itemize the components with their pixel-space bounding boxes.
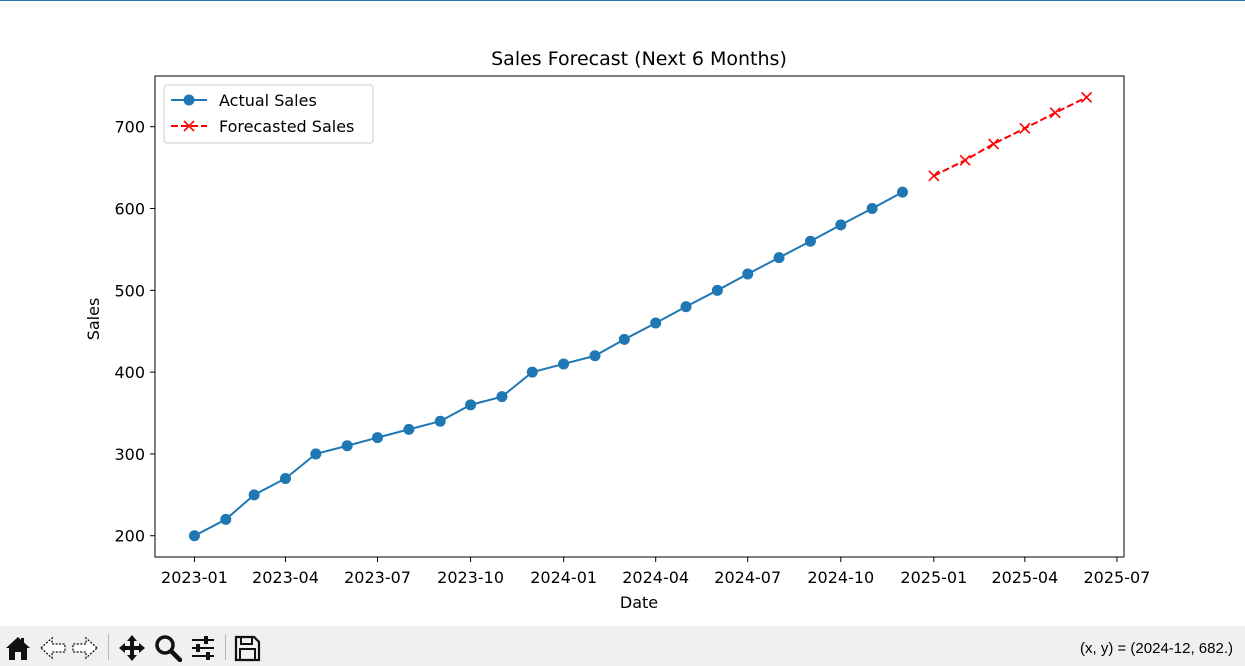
sliders-icon <box>192 636 214 660</box>
x-tick-label: 2023-04 <box>252 568 319 587</box>
x-axis-label: Date <box>620 593 658 612</box>
legend-actual-marker <box>183 94 195 106</box>
y-tick-label: 400 <box>114 363 145 382</box>
toolbar-separator <box>108 634 109 660</box>
y-tick-label: 600 <box>114 200 145 219</box>
legend: Actual Sales Forecasted Sales <box>163 84 374 144</box>
magnifier-icon <box>155 635 183 663</box>
x-tick-label: 2024-04 <box>622 568 689 587</box>
data-point <box>987 138 1000 150</box>
data-point <box>618 333 630 345</box>
cursor-coordinates-readout: (x, y) = (2024-12, 682.) <box>1080 640 1233 657</box>
data-point <box>248 489 260 501</box>
x-tick-label: 2025-07 <box>1083 568 1150 587</box>
configure-subplots-button[interactable] <box>189 634 217 662</box>
data-point <box>866 203 878 215</box>
ticks-layer: 2023-01 2023-04 2023-07 2023-10 2024-01 2024-… <box>114 118 1150 587</box>
series-line-0 <box>193 191 903 537</box>
data-point <box>496 391 508 403</box>
x-tick-label: 2025-04 <box>991 568 1058 587</box>
floppy-disk-icon <box>234 635 261 662</box>
forward-arrow-icon <box>72 636 98 660</box>
data-point <box>1049 107 1061 119</box>
x-tick-label: 2024-01 <box>530 568 597 587</box>
data-point <box>526 366 538 378</box>
forward-button[interactable] <box>71 634 99 662</box>
data-point <box>403 423 415 435</box>
x-tick-label: 2024-07 <box>714 568 781 587</box>
y-tick-label: 300 <box>114 445 145 464</box>
axes-frame <box>154 75 1125 558</box>
data-point <box>1019 122 1031 134</box>
data-point <box>558 358 570 370</box>
legend-actual-label: Actual Sales <box>219 91 317 110</box>
y-axis-label: Sales <box>84 298 103 341</box>
data-point <box>804 235 816 247</box>
data-point <box>650 317 662 329</box>
legend-forecast-label: Forecasted Sales <box>219 117 354 136</box>
data-point <box>434 415 446 427</box>
data-point <box>465 399 477 411</box>
data-point <box>279 472 291 484</box>
x-tick-label: 2025-01 <box>900 568 967 587</box>
toolbar-separator <box>225 634 226 660</box>
legend-forecast-marker <box>183 120 195 132</box>
home-icon <box>6 637 30 660</box>
data-point <box>1081 91 1093 103</box>
back-button[interactable] <box>39 634 67 662</box>
data-point <box>372 432 384 444</box>
x-tick-label: 2023-07 <box>344 568 411 587</box>
data-point <box>959 154 971 166</box>
data-point <box>220 513 232 525</box>
back-arrow-icon <box>40 636 66 660</box>
x-tick-label: 2023-01 <box>161 568 228 587</box>
move-icon <box>119 635 145 661</box>
x-tick-label: 2024-10 <box>807 568 874 587</box>
zoom-button[interactable] <box>154 634 183 663</box>
data-point <box>742 268 754 280</box>
data-point <box>896 186 908 198</box>
y-tick-label: 700 <box>114 118 145 137</box>
data-point <box>928 170 940 182</box>
pan-button[interactable] <box>118 634 146 662</box>
y-tick-label: 200 <box>114 527 145 546</box>
chart-title: Sales Forecast (Next 6 Months) <box>491 48 787 70</box>
chart-figure: 2023-01 2023-04 2023-07 2023-10 2024-01 2024-… <box>84 48 1150 612</box>
data-point <box>835 219 847 231</box>
data-point <box>589 350 601 362</box>
series-line-1 <box>933 96 1088 177</box>
x-tick-label: 2023-10 <box>437 568 504 587</box>
data-point <box>188 530 200 542</box>
save-button[interactable] <box>233 634 261 662</box>
data-point <box>310 448 322 460</box>
data-point <box>680 301 692 313</box>
navigation-toolbar: (x, y) = (2024-12, 682.) <box>0 626 1245 666</box>
data-point <box>711 284 723 296</box>
data-point <box>341 440 353 452</box>
plot-layer <box>188 91 1093 542</box>
data-point <box>773 252 785 264</box>
y-tick-label: 500 <box>114 281 145 300</box>
window-top-border <box>0 0 1245 1</box>
home-button[interactable] <box>4 634 32 662</box>
legend-box <box>163 84 374 144</box>
